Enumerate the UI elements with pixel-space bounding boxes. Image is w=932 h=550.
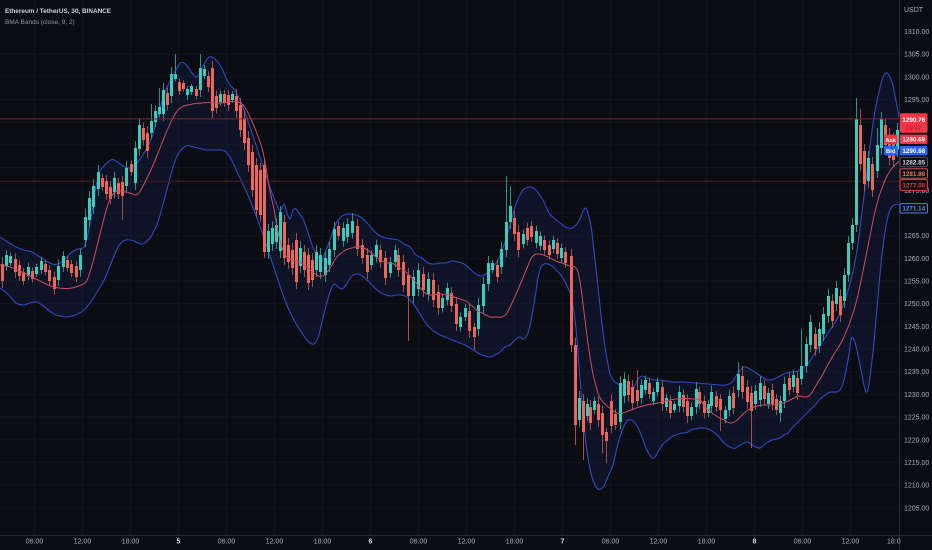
- svg-text:1240.00: 1240.00: [904, 347, 929, 354]
- svg-text:5: 5: [177, 539, 181, 546]
- svg-text:1275.00: 1275.00: [904, 188, 929, 195]
- svg-text:12:00: 12:00: [266, 539, 284, 546]
- svg-text:1255.00: 1255.00: [904, 279, 929, 286]
- svg-text:1230.00: 1230.00: [904, 392, 929, 399]
- svg-text:18:00: 18:00: [698, 539, 716, 546]
- svg-text:6: 6: [369, 539, 373, 546]
- svg-text:1300.00: 1300.00: [904, 74, 929, 81]
- svg-text:1205.00: 1205.00: [904, 505, 929, 512]
- svg-text:06:00: 06:00: [218, 539, 236, 546]
- svg-text:1295.00: 1295.00: [904, 97, 929, 104]
- svg-text:06:00: 06:00: [26, 539, 44, 546]
- svg-text:19:47: 19:47: [906, 125, 922, 132]
- svg-text:06:00: 06:00: [410, 539, 428, 546]
- svg-text:Ask: Ask: [885, 138, 896, 144]
- svg-text:Bid: Bid: [886, 149, 896, 155]
- svg-text:18:0: 18:0: [887, 539, 901, 546]
- svg-text:1305.00: 1305.00: [904, 52, 929, 59]
- svg-text:18:00: 18:00: [314, 539, 332, 546]
- svg-text:1277.00: 1277.00: [902, 182, 925, 189]
- svg-text:12:00: 12:00: [458, 539, 476, 546]
- svg-text:18:00: 18:00: [506, 539, 524, 546]
- svg-text:12:00: 12:00: [74, 539, 92, 546]
- svg-text:Ethereum / TetherUS, 30, BINAN: Ethereum / TetherUS, 30, BINANCE: [5, 8, 112, 15]
- svg-text:1225.00: 1225.00: [904, 415, 929, 422]
- svg-text:1265.00: 1265.00: [904, 233, 929, 240]
- svg-text:18:00: 18:00: [122, 539, 140, 546]
- svg-text:12:00: 12:00: [650, 539, 668, 546]
- svg-text:06:00: 06:00: [794, 539, 812, 546]
- svg-text:1282.85: 1282.85: [902, 160, 925, 167]
- svg-text:1245.00: 1245.00: [904, 324, 929, 331]
- svg-text:1260.00: 1260.00: [904, 256, 929, 263]
- svg-text:06:00: 06:00: [602, 539, 620, 546]
- svg-text:1290.76: 1290.76: [902, 117, 925, 124]
- svg-text:1250.00: 1250.00: [904, 301, 929, 308]
- svg-text:USDT: USDT: [904, 7, 924, 14]
- svg-text:1215.00: 1215.00: [904, 460, 929, 467]
- svg-text:BMA Bands (close, 9, 2): BMA Bands (close, 9, 2): [5, 19, 75, 26]
- svg-text:1235.00: 1235.00: [904, 369, 929, 376]
- svg-text:1290.69: 1290.69: [902, 137, 925, 144]
- svg-text:1290.68: 1290.68: [902, 148, 925, 155]
- svg-text:1271.14: 1271.14: [902, 206, 925, 213]
- svg-text:1281.86: 1281.86: [902, 171, 925, 178]
- svg-text:1220.00: 1220.00: [904, 437, 929, 444]
- svg-text:7: 7: [561, 539, 565, 546]
- svg-text:1210.00: 1210.00: [904, 483, 929, 490]
- svg-text:12:00: 12:00: [842, 539, 860, 546]
- svg-text:1310.00: 1310.00: [904, 29, 929, 36]
- svg-text:8: 8: [753, 539, 757, 546]
